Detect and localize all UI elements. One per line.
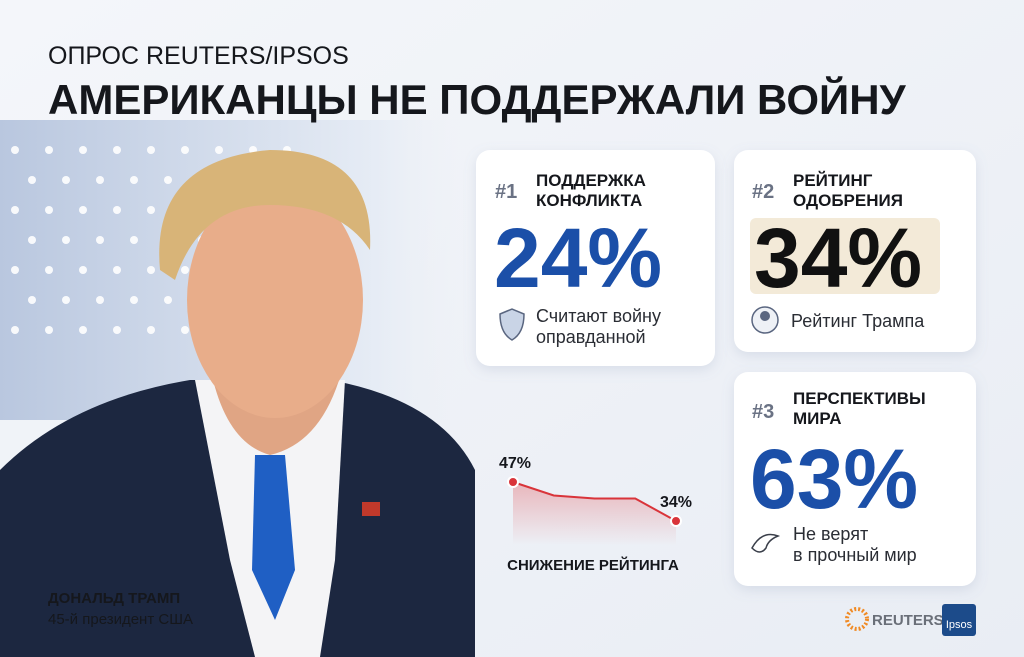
flag-star (147, 326, 155, 334)
flag-star (11, 326, 19, 334)
card-1: #1 ПОДДЕРЖКА КОНФЛИКТА 24% Считают войну… (476, 150, 715, 366)
shield-icon (499, 308, 525, 341)
flag-star (62, 176, 70, 184)
card-3: #3 ПЕРСПЕКТИВЫ МИРА 63% Не верят в прочн… (734, 372, 976, 586)
flag-star (147, 206, 155, 214)
rank: #1 (495, 181, 517, 203)
chart-title: СНИЖЕНИЕ РЕЙТИНГА (507, 556, 679, 574)
card-label: ПОДДЕРЖКА (536, 171, 646, 190)
kicker: ОПРОС REUTERS/IPSOS (48, 42, 349, 70)
flag-star (45, 266, 53, 274)
flag-star (62, 236, 70, 244)
line (512, 481, 677, 522)
flag-star (130, 296, 138, 304)
flag-star (11, 266, 19, 274)
point (670, 515, 682, 527)
hair (159, 150, 371, 280)
card-label: ПЕРСПЕКТИВЫ (793, 389, 926, 408)
ipsos-logo: Ipsos (946, 619, 973, 631)
flag-star (130, 236, 138, 244)
person-caption: 45-й президент США (48, 611, 193, 628)
flag-star (147, 146, 155, 154)
flag-star (28, 176, 36, 184)
card-value: 24% (494, 211, 662, 305)
flag-star (215, 146, 223, 154)
card-value: 34% (754, 211, 922, 305)
flag-star (45, 146, 53, 154)
value-label: 34% (660, 494, 692, 511)
flag-star (96, 296, 104, 304)
card (476, 150, 715, 366)
card-note: в прочный мир (793, 545, 917, 565)
value-label: 47% (499, 455, 531, 472)
flag-star (147, 266, 155, 274)
mini-chart: СНИЖЕНИЕ РЕЙТИНГА 47% 34% (499, 455, 692, 574)
card-note: Считают войну (536, 306, 661, 326)
card-label: РЕЙТИНГ (793, 171, 873, 190)
photo (0, 120, 475, 657)
flag-star (28, 296, 36, 304)
title: АМЕРИКАНЦЫ НЕ ПОДДЕРЖАЛИ ВОЙНУ (48, 75, 907, 123)
rank: #3 (752, 401, 774, 423)
flag-star (11, 146, 19, 154)
flag-star (79, 146, 87, 154)
flag-star (181, 266, 189, 274)
face (187, 182, 363, 418)
rank: #2 (752, 181, 774, 203)
card (734, 372, 976, 586)
flag-star (11, 206, 19, 214)
flag-star (79, 266, 87, 274)
flag-star (113, 266, 121, 274)
card-note: оправданной (536, 327, 646, 347)
card-label: ОДОБРЕНИЯ (793, 191, 903, 210)
reuters-logo: REUTERS (872, 612, 944, 629)
flag-star (62, 296, 70, 304)
tie (252, 455, 295, 620)
flag-star (113, 146, 121, 154)
flag-star (45, 206, 53, 214)
ipsos-logo-box (942, 604, 976, 636)
dove-icon (751, 533, 781, 553)
card-value: 63% (750, 432, 918, 526)
flag-star (113, 206, 121, 214)
flag-star (96, 236, 104, 244)
flag-star (130, 176, 138, 184)
card-label: МИРА (793, 409, 842, 428)
flag-star (181, 326, 189, 334)
reuters-logo-mark (845, 607, 869, 631)
flag-pin (362, 502, 380, 516)
flag-star (113, 326, 121, 334)
person-name: ДОНАЛЬД ТРАМП (48, 590, 180, 607)
flag-star (28, 236, 36, 244)
flag-star (164, 296, 172, 304)
flag-star (79, 326, 87, 334)
highlight (750, 218, 940, 294)
card-2: #2 РЕЙТИНГ ОДОБРЕНИЯ 34% Рейтинг Трампа (734, 150, 976, 352)
card-note: Не верят (793, 524, 868, 544)
flag-star (45, 326, 53, 334)
person-icon-head (760, 311, 770, 321)
card-note: Рейтинг Трампа (791, 311, 925, 331)
area (513, 482, 676, 545)
flag-star (181, 146, 189, 154)
flag-star (79, 206, 87, 214)
card-label: КОНФЛИКТА (536, 191, 642, 210)
flag-star (164, 176, 172, 184)
flag-star (96, 176, 104, 184)
point (507, 476, 519, 488)
